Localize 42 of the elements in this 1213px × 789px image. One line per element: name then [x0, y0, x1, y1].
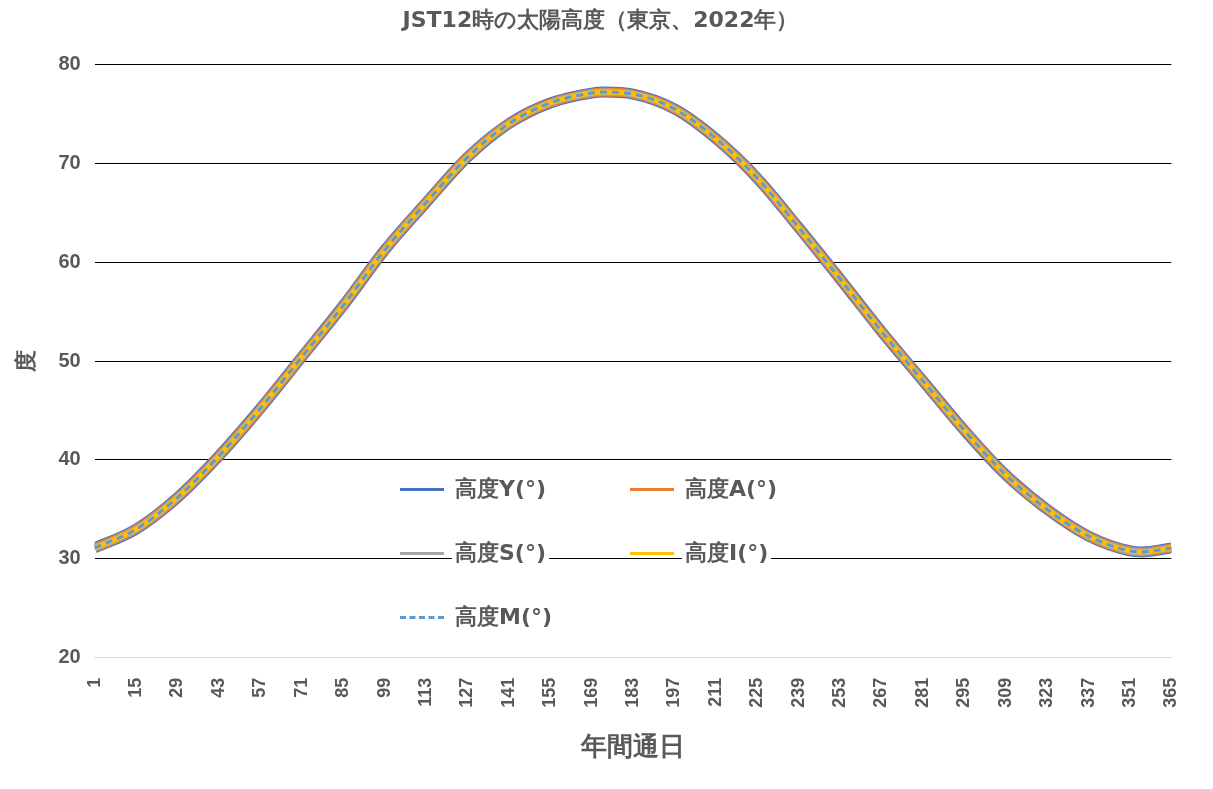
legend-label: 高度S(°) — [452, 536, 549, 570]
x-tick-label: 197 — [663, 677, 684, 708]
y-axis-title: 度 — [13, 350, 39, 374]
x-tick-label: 57 — [249, 677, 270, 698]
x-axis-title: 年間通日 — [580, 730, 686, 761]
x-tick-label: 141 — [497, 677, 518, 708]
x-tick-label: 239 — [787, 677, 808, 708]
y-tick-label: 80 — [58, 51, 81, 74]
x-tick-label: 337 — [1077, 677, 1098, 708]
x-tick-label: 85 — [332, 677, 353, 698]
y-tick-label: 40 — [58, 447, 81, 470]
y-tick-label: 70 — [58, 150, 81, 173]
y-tick-label: 20 — [58, 645, 81, 668]
x-tick-label: 155 — [539, 677, 560, 708]
x-tick-label: 1 — [83, 677, 104, 688]
chart-title: JST12時の太陽高度（東京、2022年） — [400, 6, 799, 32]
x-tick-label: 127 — [456, 677, 477, 708]
x-tick-label: 225 — [746, 677, 767, 708]
x-tick-label: 365 — [1160, 677, 1181, 708]
legend-label: 高度I(°) — [682, 536, 772, 570]
x-tick-label: 169 — [580, 677, 601, 708]
x-tick-label: 183 — [621, 677, 642, 708]
x-tick-label: 71 — [290, 677, 311, 698]
x-tick-label: 253 — [829, 677, 850, 708]
x-tick-label: 323 — [1036, 677, 1057, 708]
x-tick-label: 29 — [166, 677, 187, 698]
legend-label: 高度Y(°) — [452, 472, 550, 506]
x-tick-label: 99 — [373, 677, 394, 698]
x-tick-label: 351 — [1118, 677, 1139, 708]
x-tick-label: 211 — [704, 677, 725, 707]
y-tick-label: 50 — [58, 348, 81, 371]
x-tick-label: 15 — [125, 677, 146, 698]
x-tick-label: 309 — [994, 677, 1015, 708]
y-tick-label: 30 — [58, 546, 81, 569]
x-tick-label: 295 — [953, 677, 974, 708]
y-tick-label: 60 — [58, 249, 81, 272]
x-tick-label: 43 — [207, 677, 228, 698]
legend-label: 高度M(°) — [452, 600, 556, 634]
legend-label: 高度A(°) — [682, 472, 781, 506]
x-tick-label: 281 — [911, 677, 932, 708]
x-tick-label: 113 — [414, 677, 435, 707]
x-tick-label: 267 — [870, 677, 891, 708]
